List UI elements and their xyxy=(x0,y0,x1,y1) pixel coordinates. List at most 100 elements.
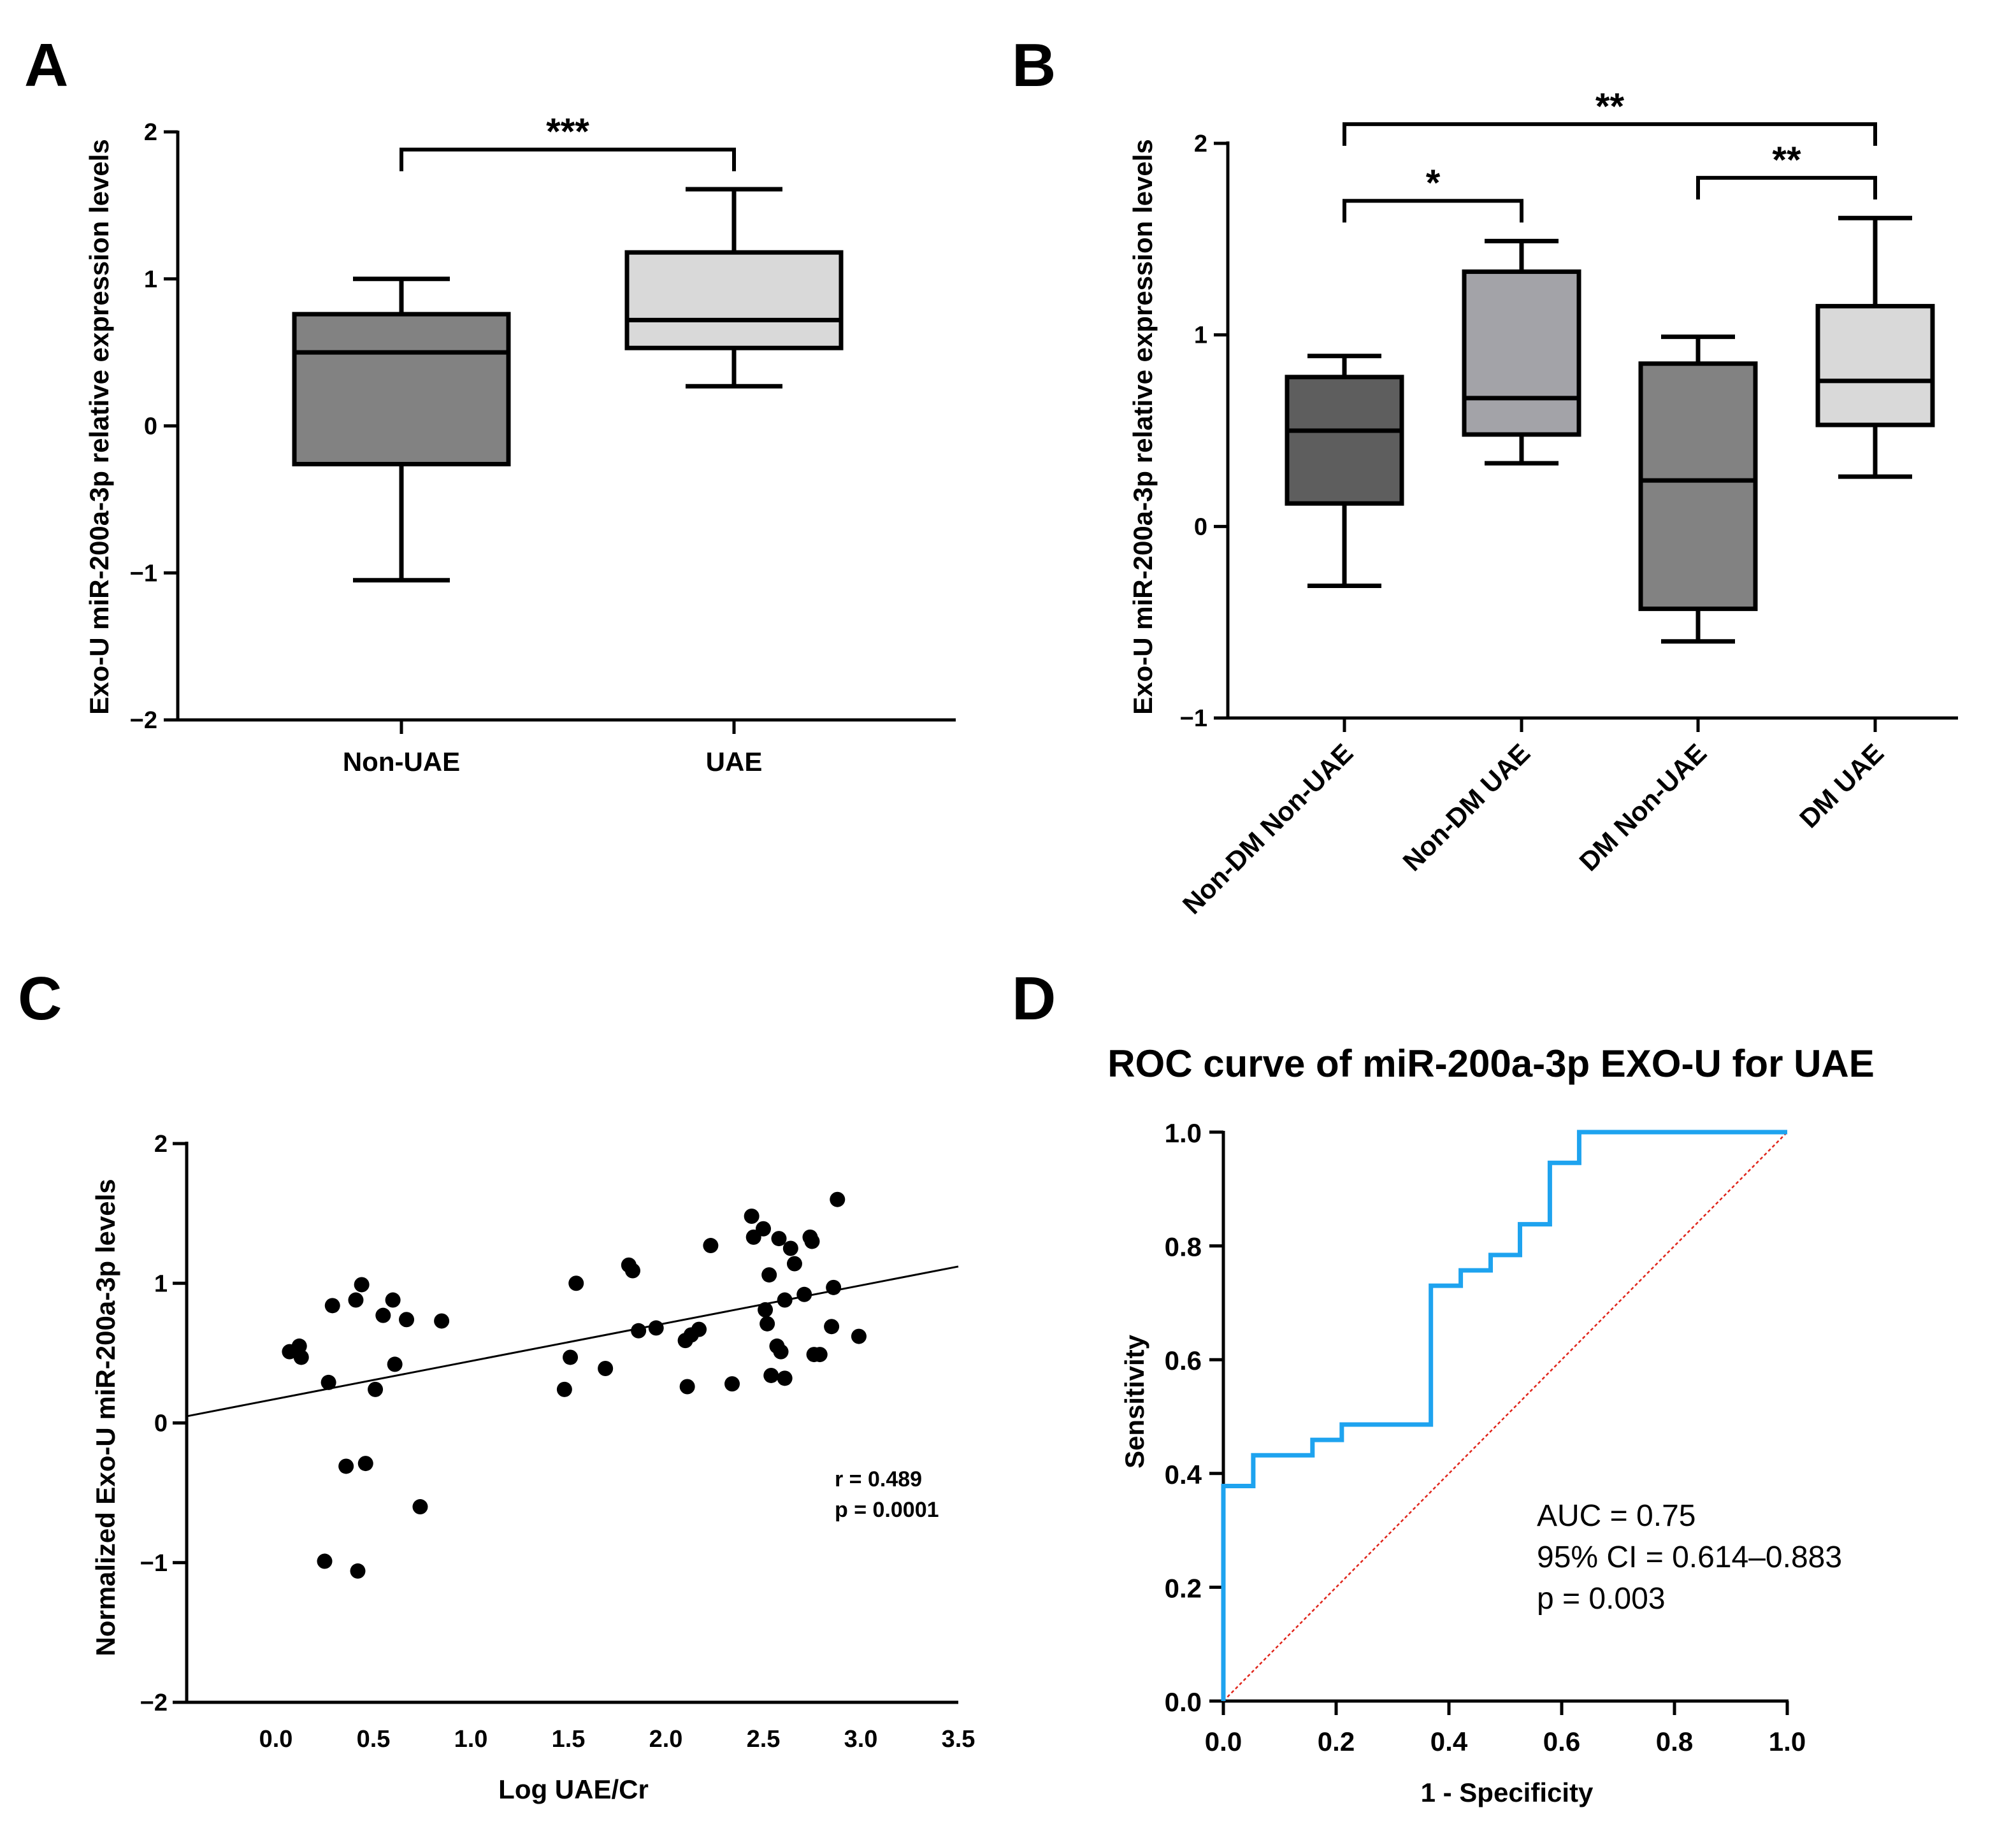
y-tick-label: 0 xyxy=(154,1411,168,1437)
x-tick-label: 3.5 xyxy=(942,1726,976,1753)
panel-b-x-ticks: Non-DM Non-UAE Non-DM UAE DM Non-UAE DM … xyxy=(1177,718,1889,920)
panel-a-ylabel: Exo-U miR-200a-3p relative expression le… xyxy=(84,139,114,714)
scatter-point xyxy=(350,1563,366,1579)
box-iqr xyxy=(292,312,511,466)
box-iqr xyxy=(624,250,844,350)
significance-label: *** xyxy=(546,111,589,153)
scatter-point xyxy=(826,1279,842,1295)
scatter-point xyxy=(804,1233,820,1249)
panel-c-points xyxy=(282,1191,867,1579)
scatter-point xyxy=(354,1277,370,1293)
box-iqr xyxy=(1638,361,1758,612)
significance-label: * xyxy=(1426,162,1441,204)
scatter-point xyxy=(761,1267,777,1283)
scatter-point xyxy=(782,1240,798,1256)
scatter-point xyxy=(387,1356,403,1372)
x-tick-label: 1.5 xyxy=(552,1726,586,1753)
scatter-point xyxy=(824,1319,840,1335)
box-3 xyxy=(1815,215,1935,479)
stat-p: p = 0.0001 xyxy=(835,1498,939,1522)
ci-text: 95% CI = 0.614–0.883 xyxy=(1537,1540,1842,1574)
panel-c-y-ticks: 2 1 0 −1 −2 xyxy=(140,1131,187,1716)
reference-diagonal xyxy=(1223,1131,1788,1702)
y-tick-label: 2 xyxy=(144,119,157,146)
scatter-point xyxy=(763,1367,779,1383)
y-tick-label: −1 xyxy=(1180,705,1207,732)
panel-b-letter: B xyxy=(1012,31,1056,99)
scatter-point xyxy=(357,1456,373,1472)
scatter-point xyxy=(830,1191,846,1207)
x-tick-label: 0.5 xyxy=(357,1726,391,1753)
x-tick-label: Non-DM Non-UAE xyxy=(1177,738,1359,920)
x-tick-label: 1.0 xyxy=(454,1726,488,1753)
panel-c-letter: C xyxy=(18,965,62,1033)
scatter-point xyxy=(773,1344,789,1360)
x-tick-label: 3.0 xyxy=(844,1726,878,1753)
scatter-point xyxy=(756,1221,771,1237)
y-tick-label: 0.8 xyxy=(1165,1232,1202,1262)
scatter-point xyxy=(563,1349,579,1365)
y-tick-label: 0.4 xyxy=(1165,1460,1202,1490)
scatter-point xyxy=(556,1381,572,1397)
y-tick-label: 0 xyxy=(1194,513,1207,540)
scatter-point xyxy=(786,1256,802,1272)
significance-label: ** xyxy=(1595,86,1625,127)
panel-d-xlabel: 1 - Specificity xyxy=(1421,1777,1594,1807)
panel-d: D ROC curve of miR-200a-3p EXO-U for UAE… xyxy=(1012,965,1875,1807)
significance-bracket xyxy=(1343,122,1877,146)
x-tick-label: 2.0 xyxy=(649,1726,683,1753)
scatter-point xyxy=(760,1316,775,1332)
scatter-point xyxy=(293,1349,309,1365)
panel-c-x-ticks: 0.0 0.5 1.0 1.5 2.0 2.5 3.0 3.5 xyxy=(259,1726,976,1753)
scatter-point xyxy=(348,1292,364,1308)
scatter-point xyxy=(777,1292,793,1308)
y-tick-label: 1.0 xyxy=(1165,1118,1202,1148)
scatter-point xyxy=(324,1298,340,1314)
scatter-point xyxy=(320,1374,336,1390)
box-0 xyxy=(292,276,511,583)
y-tick-label: 2 xyxy=(1194,131,1207,157)
panel-a-y-ticks: 2 1 0 −1 −2 xyxy=(130,119,178,734)
y-tick-label: 0.0 xyxy=(1165,1687,1202,1717)
significance-bracket xyxy=(400,147,736,171)
x-tick-label: 0.4 xyxy=(1430,1727,1468,1756)
box-0 xyxy=(1285,354,1404,589)
x-tick-label: DM Non-UAE xyxy=(1573,738,1712,877)
scatter-point xyxy=(598,1360,614,1376)
scatter-point xyxy=(568,1275,584,1291)
y-tick-label: 0.6 xyxy=(1165,1346,1202,1375)
box-iqr xyxy=(1285,375,1404,506)
scatter-point xyxy=(796,1286,812,1302)
box-2 xyxy=(1638,334,1758,644)
x-tick-label: Non-UAE xyxy=(343,747,460,777)
scatter-point xyxy=(434,1313,450,1329)
scatter-point xyxy=(385,1292,401,1308)
panel-d-ylabel: Sensitivity xyxy=(1120,1334,1149,1469)
panel-b-boxes xyxy=(1285,215,1935,644)
scatter-point xyxy=(758,1302,774,1318)
x-tick-label: DM UAE xyxy=(1794,738,1889,833)
scatter-point xyxy=(624,1263,640,1279)
y-tick-label: −1 xyxy=(140,1550,168,1577)
panel-a-significance: *** xyxy=(400,111,736,171)
scatter-point xyxy=(631,1323,647,1339)
x-tick-label: 0.8 xyxy=(1656,1727,1693,1756)
scatter-point xyxy=(399,1312,415,1328)
x-tick-label: 0.6 xyxy=(1543,1727,1580,1756)
x-tick-label: Non-DM UAE xyxy=(1397,738,1536,877)
box-iqr xyxy=(1815,304,1935,427)
stat-r: r = 0.489 xyxy=(835,1467,922,1491)
scatter-point xyxy=(812,1347,828,1363)
x-tick-label: 0.0 xyxy=(1205,1727,1242,1756)
scatter-point xyxy=(338,1458,354,1474)
scatter-point xyxy=(375,1307,391,1323)
chart-title: ROC curve of miR-200a-3p EXO-U for UAE xyxy=(1107,1042,1875,1085)
panel-b: B Exo-U miR-200a-3p relative expression … xyxy=(1012,31,1958,920)
significance-bracket xyxy=(1696,176,1877,200)
y-tick-label: −2 xyxy=(130,707,157,734)
x-tick-label: 0.2 xyxy=(1318,1727,1355,1756)
panel-a-x-ticks: Non-UAE UAE xyxy=(343,720,762,777)
box-iqr xyxy=(1462,269,1581,437)
panel-a-boxes xyxy=(292,187,844,583)
panel-d-x-ticks: 0.0 0.2 0.4 0.6 0.8 1.0 xyxy=(1205,1701,1806,1756)
